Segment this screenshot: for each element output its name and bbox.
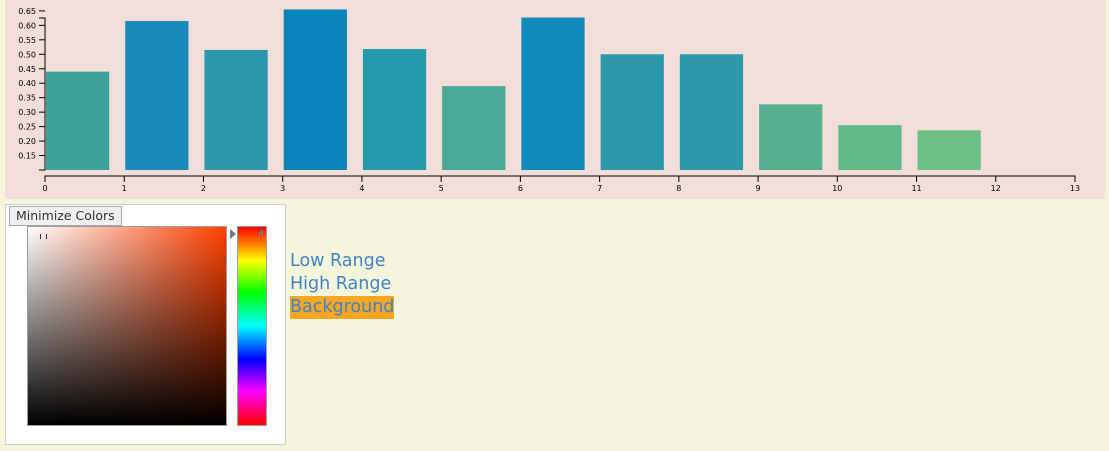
y-tick-label: 0.15 <box>18 152 36 161</box>
x-tick-label: 3 <box>280 184 285 193</box>
color-picker-panel: Minimize Colors <box>5 204 286 445</box>
hue-pointer-left-icon[interactable] <box>230 229 236 239</box>
low-range-option[interactable]: Low Range <box>290 251 386 271</box>
bar <box>442 86 506 170</box>
y-tick-label: 0.50 <box>18 50 36 59</box>
x-tick-label: 10 <box>832 184 842 193</box>
hue-slider[interactable] <box>237 226 267 426</box>
x-tick-label: 8 <box>676 184 681 193</box>
bar <box>283 9 347 171</box>
x-tick-label: 6 <box>518 184 523 193</box>
y-tick-label: 0.30 <box>18 108 36 117</box>
bar <box>838 125 902 170</box>
y-tick-label: 0.55 <box>18 36 36 45</box>
bar <box>600 54 664 170</box>
bar <box>46 71 110 170</box>
y-tick-label: 0.45 <box>18 65 36 74</box>
high-range-option[interactable]: High Range <box>290 274 392 294</box>
y-tick-label: 0.65 <box>18 7 36 16</box>
y-tick-label: 0.60 <box>18 21 36 30</box>
bar <box>759 104 823 170</box>
bar <box>679 54 744 170</box>
bar <box>362 49 427 171</box>
x-tick-label: 1 <box>122 184 127 193</box>
bar-chart: 0.15 0.20 0.25 0.30 0.35 0.40 0.45 0.50 0.55 0.60… <box>5 0 1105 199</box>
bar <box>125 21 189 171</box>
x-tick-label: 4 <box>359 184 364 193</box>
sv-cursor-icon[interactable] <box>40 234 47 239</box>
minimize-colors-button[interactable]: Minimize Colors <box>9 206 122 226</box>
x-tick-label: 12 <box>991 184 1001 193</box>
background-option[interactable]: Background <box>290 296 395 319</box>
bar <box>917 130 981 170</box>
x-tick-label: 11 <box>911 184 921 193</box>
x-tick-label: 13 <box>1070 184 1080 193</box>
bar-chart-svg: 0.15 0.20 0.25 0.30 0.35 0.40 0.45 0.50 0.55 0.60… <box>18 7 1080 193</box>
x-tick-label: 9 <box>756 184 761 193</box>
y-tick-label: 0.35 <box>18 94 36 103</box>
y-tick-label: 0.20 <box>18 137 36 146</box>
x-tick-label: 7 <box>597 184 602 193</box>
x-tick-label: 5 <box>439 184 444 193</box>
y-tick-label: 0.40 <box>18 79 36 88</box>
x-tick-label: 2 <box>201 184 206 193</box>
y-axis-line <box>39 17 46 171</box>
saturation-value-picker[interactable] <box>27 226 227 426</box>
hue-pointer-right-icon[interactable] <box>258 229 263 237</box>
y-tick-label: 0.25 <box>18 123 36 132</box>
x-tick-label: 0 <box>42 184 47 193</box>
bar <box>204 49 268 171</box>
bar <box>521 17 585 170</box>
x-axis-line <box>44 175 1076 182</box>
